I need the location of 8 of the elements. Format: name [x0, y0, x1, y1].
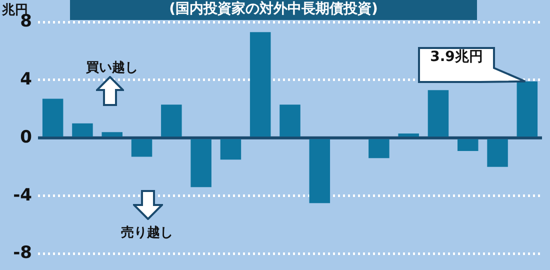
y-tick-label: 4	[20, 69, 32, 90]
annotation: 売り越し	[121, 225, 173, 240]
annotation: 買い越し	[85, 60, 138, 76]
annotation: 3.9兆円	[429, 48, 484, 67]
y-tick-label: 0	[20, 127, 32, 148]
chart-title: (国内投資家の対外中長期債投資)	[70, 0, 477, 20]
y-tick-label: -4	[13, 185, 32, 206]
y-tick-label: -8	[13, 243, 32, 264]
